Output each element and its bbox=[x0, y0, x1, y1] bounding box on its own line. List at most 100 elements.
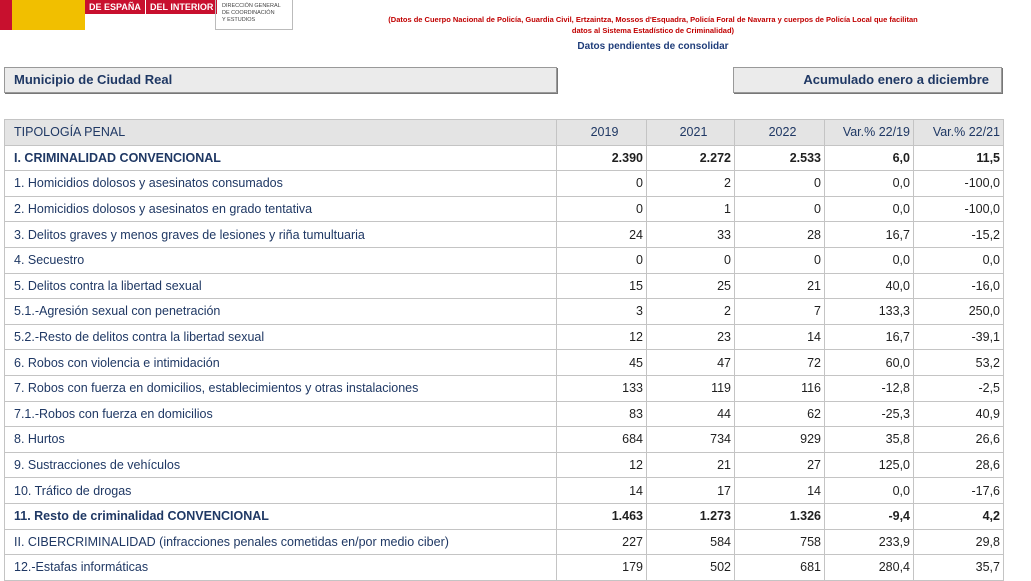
cell-value: 734 bbox=[646, 426, 735, 453]
cell-value: 60,0 bbox=[824, 349, 914, 376]
cell-value: 3 bbox=[556, 298, 647, 325]
cell-value: 584 bbox=[646, 528, 735, 556]
row-label: 6. Robos con violencia e intimidación bbox=[4, 349, 557, 376]
cell-value: 233,9 bbox=[824, 528, 914, 556]
cell-value: 1.273 bbox=[646, 502, 735, 530]
cell-value: 16,7 bbox=[824, 221, 914, 248]
cell-value: 40,0 bbox=[824, 272, 914, 300]
cell-value: 45 bbox=[556, 349, 647, 376]
cell-value: 35,7 bbox=[913, 554, 1004, 581]
cell-value: 12 bbox=[556, 451, 647, 479]
column-header: 2021 bbox=[646, 119, 735, 146]
cell-value: 53,2 bbox=[913, 349, 1004, 376]
row-label: 8. Hurtos bbox=[4, 426, 557, 453]
cell-value: 26,6 bbox=[913, 426, 1004, 453]
cell-value: 250,0 bbox=[913, 298, 1004, 325]
row-label: 5.2.-Resto de delitos contra la libertad… bbox=[4, 323, 557, 351]
cell-value: 47 bbox=[646, 349, 735, 376]
cell-value: 23 bbox=[646, 323, 735, 351]
table-row: 5. Delitos contra la libertad sexual 15 25… bbox=[4, 272, 1004, 300]
crime-table: TIPOLOGÍA PENAL 2019 2021 2022 Var.% 22/19 Va… bbox=[4, 119, 1004, 581]
cell-value: 14 bbox=[734, 477, 825, 504]
cell-value: -25,3 bbox=[824, 400, 914, 428]
logo bbox=[0, 0, 85, 30]
table-row: 12.-Estafas informáticas 179 502 681 280,4 35… bbox=[4, 554, 1004, 581]
cell-value: 0,0 bbox=[824, 195, 914, 223]
row-label: 10. Tráfico de drogas bbox=[4, 477, 557, 504]
row-label: 9. Sustracciones de vehículos bbox=[4, 451, 557, 479]
cell-value: 119 bbox=[646, 374, 735, 402]
cell-value: 35,8 bbox=[824, 426, 914, 453]
table-row: 5.2.-Resto de delitos contra la libertad… bbox=[4, 323, 1004, 351]
cell-value: 28 bbox=[734, 221, 825, 248]
cell-value: 40,9 bbox=[913, 400, 1004, 428]
row-label: 12.-Estafas informáticas bbox=[4, 554, 557, 581]
cell-value: 14 bbox=[556, 477, 647, 504]
source-note-line: datos al Sistema Estadístico de Criminal… bbox=[571, 26, 735, 35]
municipality-box: Municipio de Ciudad Real bbox=[4, 67, 557, 93]
cell-value: 83 bbox=[556, 400, 647, 428]
directorate: DIRECCIÓN GENERAL DE COORDINACIÓN Y ESTU… bbox=[215, 0, 293, 30]
cell-value: 2 bbox=[646, 170, 735, 197]
cell-value: 72 bbox=[734, 349, 825, 376]
cell-value: -100,0 bbox=[913, 195, 1004, 223]
row-label: I. CRIMINALIDAD CONVENCIONAL bbox=[4, 144, 557, 172]
table-row: 9. Sustracciones de vehículos 12 21 27 125,0… bbox=[4, 451, 1004, 479]
directorate-line: DIRECCIÓN GENERAL bbox=[222, 3, 281, 9]
row-label: 3. Delitos graves y menos graves de lesi… bbox=[4, 221, 557, 248]
cell-value: 502 bbox=[646, 554, 735, 581]
row-label: 5.1.-Agresión sexual con penetración bbox=[4, 298, 557, 325]
table-row: I. CRIMINALIDAD CONVENCIONAL 2.390 2.272 2.… bbox=[4, 144, 1004, 172]
cell-value: 33 bbox=[646, 221, 735, 248]
cell-value: 227 bbox=[556, 528, 647, 556]
cell-value: 6,0 bbox=[824, 144, 914, 172]
cell-value: 280,4 bbox=[824, 554, 914, 581]
cell-value: 681 bbox=[734, 554, 825, 581]
cell-value: 1 bbox=[646, 195, 735, 223]
cell-value: 11,5 bbox=[913, 144, 1004, 172]
cell-value: 21 bbox=[734, 272, 825, 300]
cell-value: -2,5 bbox=[913, 374, 1004, 402]
directorate-line: Y ESTUDIOS bbox=[222, 17, 256, 23]
row-label: 4. Secuestro bbox=[4, 246, 557, 274]
cell-value: 0,0 bbox=[824, 477, 914, 504]
cell-value: -100,0 bbox=[913, 170, 1004, 197]
cell-value: 24 bbox=[556, 221, 647, 248]
cell-value: 29,8 bbox=[913, 528, 1004, 556]
logo-text: DEL INTERIOR bbox=[146, 0, 218, 14]
cell-value: 2.390 bbox=[556, 144, 647, 172]
row-label: 7.1.-Robos con fuerza en domicilios bbox=[4, 400, 557, 428]
logo-text: DE ESPAÑA bbox=[85, 0, 145, 14]
cell-value: 0 bbox=[734, 170, 825, 197]
source-note: (Datos de Cuerpo Nacional de Policía, Gu… bbox=[330, 14, 976, 36]
cell-value: 0 bbox=[734, 195, 825, 223]
header-row: TIPOLOGÍA PENAL 2019 2021 2022 Var.% 22/19 Va… bbox=[4, 119, 1004, 146]
cell-value: 21 bbox=[646, 451, 735, 479]
column-header: 2019 bbox=[556, 119, 647, 146]
status: Datos pendientes de consolidar bbox=[577, 41, 729, 52]
cell-value: 0,0 bbox=[824, 170, 914, 197]
cell-value: 2 bbox=[646, 298, 735, 325]
table-row: 6. Robos con violencia e intimidación 45 4… bbox=[4, 349, 1004, 376]
cell-value: 929 bbox=[734, 426, 825, 453]
column-header: Var.% 22/21 bbox=[913, 119, 1004, 146]
column-header: Var.% 22/19 bbox=[824, 119, 914, 146]
column-header: 2022 bbox=[734, 119, 825, 146]
cell-value: 0 bbox=[734, 246, 825, 274]
row-label: 7. Robos con fuerza en domicilios, estab… bbox=[4, 374, 557, 402]
cell-value: 1.463 bbox=[556, 502, 647, 530]
cell-value: 4,2 bbox=[913, 502, 1004, 530]
row-label: 5. Delitos contra la libertad sexual bbox=[4, 272, 557, 300]
row-label: 1. Homicidios dolosos y asesinatos consu… bbox=[4, 170, 557, 197]
cell-value: 15 bbox=[556, 272, 647, 300]
cell-value: -39,1 bbox=[913, 323, 1004, 351]
cell-value: 62 bbox=[734, 400, 825, 428]
cell-value: 133 bbox=[556, 374, 647, 402]
cell-value: 44 bbox=[646, 400, 735, 428]
table-row: 8. Hurtos 684 734 929 35,8 26,6 bbox=[4, 426, 1004, 453]
row-label: 11. Resto de criminalidad CONVENCIONAL bbox=[4, 502, 557, 530]
cell-value: 0 bbox=[556, 195, 647, 223]
cell-value: 17 bbox=[646, 477, 735, 504]
table-body: I. CRIMINALIDAD CONVENCIONAL 2.390 2.272 2.… bbox=[4, 144, 1004, 581]
